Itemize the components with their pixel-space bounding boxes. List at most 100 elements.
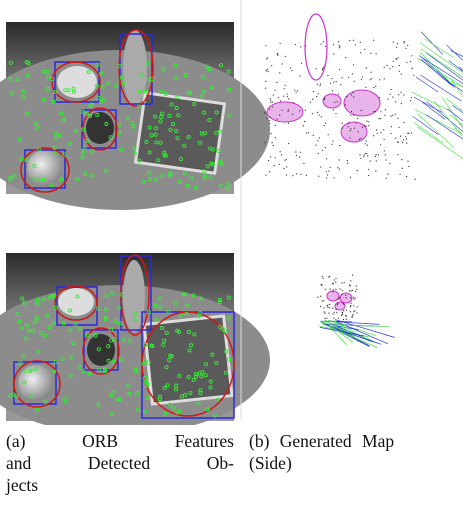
map-point: [318, 153, 319, 154]
map-point: [278, 97, 279, 98]
map-point: [338, 94, 339, 95]
map-point: [272, 106, 273, 107]
map-point: [360, 138, 361, 139]
map-point: [327, 307, 328, 308]
map-point: [332, 308, 333, 309]
map-point: [357, 118, 358, 119]
map-point: [293, 102, 294, 103]
map-point: [376, 53, 377, 54]
map-point: [279, 164, 280, 165]
map-ellipsoid: [305, 14, 327, 80]
map-point: [351, 303, 352, 304]
map-point: [310, 102, 311, 103]
map-point: [288, 109, 289, 110]
map-point: [277, 53, 278, 54]
map-point: [316, 96, 317, 97]
map-point: [324, 125, 325, 126]
map-point: [373, 135, 374, 136]
map-point: [277, 55, 278, 56]
map-point: [296, 92, 297, 93]
camera-frustum: [413, 116, 439, 135]
map-point: [322, 68, 323, 69]
map-point: [331, 78, 332, 79]
map-point: [267, 57, 268, 58]
map-point: [354, 81, 355, 82]
map-point: [268, 160, 269, 161]
map-point: [375, 171, 376, 172]
map-ellipsoid: [341, 122, 367, 142]
map-point: [357, 170, 358, 171]
map-point: [381, 132, 382, 133]
map-point: [344, 282, 345, 283]
camera-frustum: [447, 45, 463, 77]
map-point: [306, 175, 307, 176]
map-point: [330, 167, 331, 168]
map-point: [395, 101, 396, 102]
map-point: [327, 75, 328, 76]
map-point: [402, 168, 403, 169]
map-point: [281, 110, 282, 111]
map-point: [391, 89, 392, 90]
map-point: [360, 158, 361, 159]
map-point: [410, 61, 411, 62]
map-point: [365, 87, 366, 88]
map-point: [371, 78, 372, 79]
map-point: [308, 132, 309, 133]
map-point: [414, 179, 415, 180]
map-point: [395, 138, 396, 139]
map-point: [406, 138, 407, 139]
map-point: [322, 150, 323, 151]
map-point: [275, 125, 276, 126]
map-point: [265, 175, 266, 176]
map-point: [270, 102, 271, 103]
map-point: [360, 42, 361, 43]
map-point: [405, 136, 406, 137]
map-point: [332, 90, 333, 91]
camera-frustum: [449, 60, 463, 94]
map-point: [375, 111, 376, 112]
map-point: [270, 156, 271, 157]
map-point: [366, 153, 367, 154]
map-point: [305, 45, 306, 46]
map-point: [350, 297, 351, 298]
map-point: [401, 103, 402, 104]
map-point: [324, 318, 325, 319]
map-point: [376, 129, 377, 130]
map-point: [339, 46, 340, 47]
tray: [136, 93, 225, 173]
map-point: [378, 154, 379, 155]
map-point: [269, 120, 270, 121]
map-point: [333, 289, 334, 290]
map-point: [319, 85, 320, 86]
map-point: [398, 57, 399, 58]
map-point: [272, 101, 273, 102]
map-point: [351, 111, 352, 112]
map-point: [301, 63, 302, 64]
map-point: [350, 130, 351, 131]
camera-frustum: [420, 43, 463, 78]
map-point: [411, 132, 412, 133]
map-point: [346, 96, 347, 97]
map-point: [355, 298, 356, 299]
map-point: [317, 297, 318, 298]
map-point: [288, 123, 289, 124]
map-point: [357, 306, 358, 307]
map-point: [265, 81, 266, 82]
map-point: [282, 63, 283, 64]
map-point: [345, 295, 346, 296]
map-point: [367, 155, 368, 156]
map-point: [321, 284, 322, 285]
map-point: [385, 154, 386, 155]
map-point: [408, 133, 409, 134]
map-point: [396, 47, 397, 48]
map-point: [341, 294, 342, 295]
map-point: [367, 145, 368, 146]
map-point: [329, 276, 330, 277]
map-point: [283, 96, 284, 97]
map-point: [363, 156, 364, 157]
map-point: [355, 44, 356, 45]
map-point: [324, 311, 325, 312]
map-point: [404, 122, 405, 123]
map-point: [357, 312, 358, 313]
map-point: [370, 160, 371, 161]
